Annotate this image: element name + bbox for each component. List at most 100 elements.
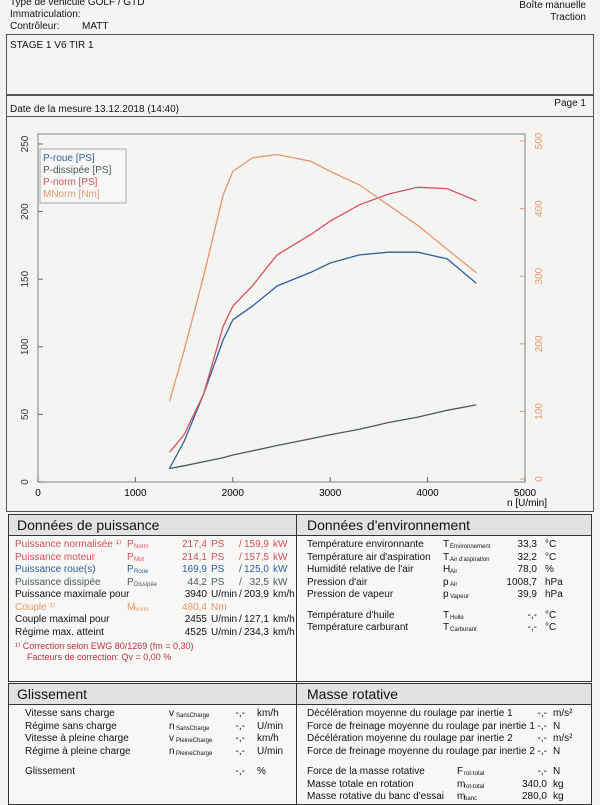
- row-unit: hPa: [545, 589, 563, 600]
- data-row: Force de freinage moyenne du roulage par…: [297, 746, 591, 758]
- row-value: 159,9: [243, 539, 269, 550]
- row-label: Régime max. atteint: [15, 626, 104, 638]
- data-row: Masse totale en rotation m rot-total 340,0 k…: [297, 779, 591, 791]
- row-unit: m/s²: [553, 708, 573, 719]
- row-symbol: Norm: [134, 606, 149, 613]
- x-tick-label: 0: [35, 488, 41, 499]
- divider: [6, 116, 594, 117]
- row-value: 4525: [184, 626, 207, 638]
- page-number: Page 1: [554, 98, 586, 109]
- row-value: 78,0: [517, 564, 537, 575]
- row-symbol: /: [239, 564, 242, 575]
- mass-section: Masse rotative Décélération moyenne du ro…: [296, 683, 592, 805]
- data-row: Régime max. atteint 4525 U/min/234,3 km/h: [9, 627, 297, 639]
- row-symbol: rot-total: [464, 783, 485, 790]
- row-symbol: SansCharge: [176, 713, 210, 719]
- row-label: Régime sans charge: [25, 720, 117, 732]
- data-row: Humidité relative de l'air H Air 78,0%: [297, 564, 591, 576]
- row-unit: °C: [545, 551, 557, 563]
- x-tick-label: 4000: [416, 488, 439, 499]
- row-symbol: PleineCharge: [176, 738, 213, 744]
- legend-entry: P-roue [PS]: [43, 153, 95, 164]
- row-symbol: T: [443, 622, 450, 633]
- row-unit: m/s²: [553, 733, 573, 744]
- run-box: [6, 34, 594, 96]
- row-unit: kg: [553, 778, 564, 790]
- row-label: Température carburant: [307, 622, 409, 633]
- row-unit: Nm: [211, 601, 227, 613]
- row-value: 32,2: [517, 551, 537, 563]
- row-symbol: PleineCharge: [176, 750, 213, 757]
- row-value: 280,0: [521, 791, 547, 802]
- row-label: Humidité relative de l'air: [307, 564, 414, 575]
- legend-entry: P-norm [PS]: [43, 177, 98, 188]
- row-value: -,-: [537, 733, 547, 744]
- row-symbol: SansCharge: [176, 725, 210, 732]
- row-symbol: F: [457, 766, 464, 777]
- data-row: Puissance roue(s) P Roue 169,9 PS /125,0 kW: [9, 564, 297, 576]
- legend-entry: MNorm [Nm]: [43, 189, 100, 200]
- row-label: Puissance dissipée: [15, 576, 101, 588]
- data-row: Vitesse à pleine charge v PleineCharge -,- k…: [9, 733, 297, 745]
- row-symbol: m: [457, 778, 466, 790]
- row-unit: kW: [273, 551, 288, 563]
- data-row: Couple ¹⁾ M Norm 480,4 Nm: [9, 602, 297, 614]
- controller: MATT: [82, 21, 109, 32]
- x-tick-label: 2000: [222, 488, 245, 499]
- row-value: 169,9: [181, 564, 207, 575]
- row-unit: °C: [545, 622, 557, 633]
- row-symbol: n: [169, 745, 175, 757]
- row-value: -,-: [537, 720, 547, 732]
- data-row: Régime sans charge n SansCharge -,- U/min: [9, 721, 297, 733]
- row-symbol: M: [127, 601, 136, 613]
- legend-box: [39, 148, 127, 204]
- row-value: 44,2: [187, 576, 207, 588]
- row-symbol: n: [169, 720, 175, 732]
- row-label: Puissance maximale pour: [15, 589, 130, 600]
- row-symbol: v: [169, 708, 174, 719]
- row-value: 39,9: [517, 589, 537, 600]
- row-label: Décélération moyenne du roulage par iner…: [307, 708, 513, 719]
- row-value: 32,5: [249, 576, 269, 588]
- row-symbol: Roue: [134, 569, 149, 575]
- row-label: Température environnante: [307, 539, 424, 550]
- row-label: Masse rotative du banc d'essai: [307, 791, 444, 802]
- row-value: 214,1: [181, 551, 207, 563]
- row-value: 217,4: [181, 539, 207, 550]
- row-value: 33,3: [517, 539, 537, 550]
- row-symbol: p: [443, 576, 449, 588]
- data-row: Puissance normalisée ¹⁾ P Norm 217,4 PS /159,…: [9, 539, 297, 551]
- row-label: Décélération moyenne du roulage par iner…: [307, 733, 513, 744]
- row-label: Pression de vapeur: [307, 589, 394, 600]
- row-unit: kW: [273, 539, 288, 550]
- chart-frame: [6, 94, 594, 512]
- row-symbol: m: [457, 791, 466, 802]
- row-value: 3940: [184, 589, 207, 600]
- row-symbol: /: [239, 614, 242, 625]
- run: STAGE 1 V6 TIR 1: [10, 40, 94, 51]
- x-tick-label: 1000: [124, 488, 147, 499]
- row-value: -,-: [537, 708, 547, 719]
- y-tick-label: 250: [20, 135, 31, 152]
- row-value: 125,0: [243, 564, 269, 575]
- row-unit: km/h: [273, 614, 295, 625]
- power-section: Données de puissance Puissance normalisée…: [8, 514, 298, 682]
- row-unit: kW: [273, 564, 288, 575]
- data-row: Pression de vapeur p Vapeur 39,9 hPa: [297, 589, 591, 601]
- row-label: Température air d'aspiration: [307, 551, 431, 563]
- data-row: Température carburant T Carburant -,- °C: [297, 622, 591, 634]
- row-symbol: Mot: [134, 556, 145, 563]
- row-symbol: Environnement: [450, 544, 491, 550]
- y-tick-label: 150: [20, 270, 31, 287]
- y2-tick-label: 500: [534, 132, 545, 149]
- plot-area: [37, 133, 526, 483]
- x-tick-label: 5000: [514, 488, 537, 499]
- row-symbol: Air: [450, 581, 458, 588]
- data-row: Décélération moyenne du roulage par iner…: [297, 733, 591, 745]
- row-label: Température d'huile: [307, 609, 395, 621]
- row-label: Glissement: [25, 766, 76, 777]
- y2-tick-label: 0: [534, 476, 545, 482]
- row-label: Force de freinage moyenne du roulage par…: [307, 720, 535, 732]
